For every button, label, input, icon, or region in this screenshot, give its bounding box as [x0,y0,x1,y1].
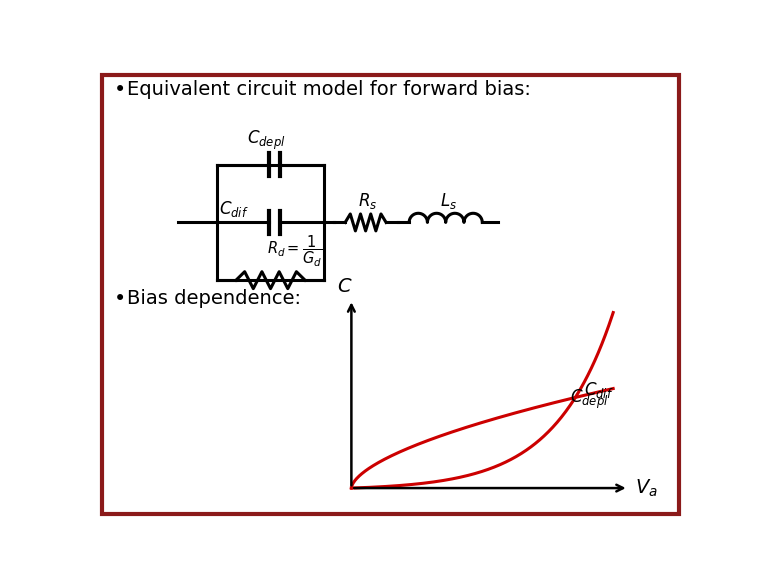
Text: $C_{depl}$: $C_{depl}$ [247,128,286,152]
Text: $V_a$: $V_a$ [635,477,658,498]
FancyBboxPatch shape [102,75,679,514]
Text: Equivalent circuit model for forward bias:: Equivalent circuit model for forward bia… [127,80,530,99]
Text: $L_s$: $L_s$ [439,191,456,211]
Text: $R_s$: $R_s$ [358,191,377,211]
Text: $C_{depl}$: $C_{depl}$ [570,388,608,412]
Text: $C_{dif}$: $C_{dif}$ [219,199,249,219]
Text: $R_d = \dfrac{1}{G_d}$: $R_d = \dfrac{1}{G_d}$ [267,234,322,269]
Text: •: • [114,80,127,100]
Text: Bias dependence:: Bias dependence: [127,289,301,308]
Text: •: • [114,289,127,310]
Text: $C_{dif}$: $C_{dif}$ [584,380,613,400]
Text: $C$: $C$ [337,278,353,296]
